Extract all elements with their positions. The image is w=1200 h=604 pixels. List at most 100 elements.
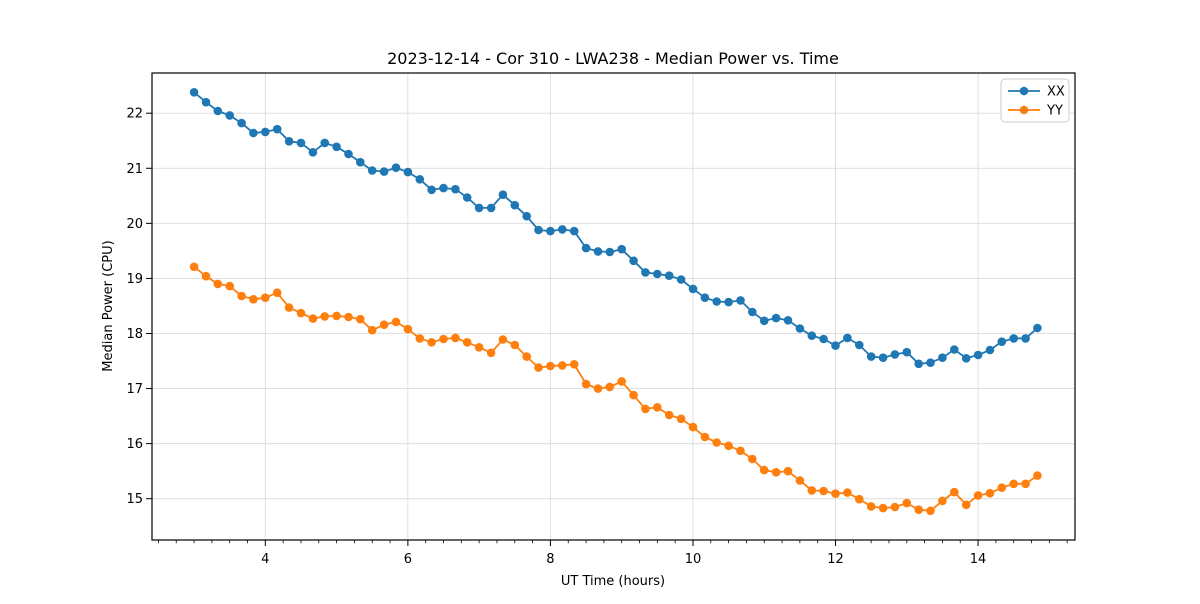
data-point-xx [391,163,401,172]
data-point-yy [748,454,757,464]
data-point-xx [795,324,805,333]
data-point-yy [522,352,531,361]
data-point-xx [213,106,223,116]
data-point-xx [831,341,840,350]
data-point-xx [356,157,365,167]
data-point-xx [498,190,508,199]
data-point-yy [546,361,555,371]
legend-marker-yy [1019,105,1029,115]
data-point-xx [997,337,1007,347]
data-point-yy [641,404,650,414]
data-point-yy [427,338,436,347]
data-point-yy [890,502,900,512]
data-point-yy [724,441,733,451]
data-point-xx [462,193,472,202]
data-point-xx [558,225,567,234]
data-point-yy [878,503,888,513]
data-point-xx [486,203,496,213]
data-point-xx [664,271,674,281]
x-tick-label: 10 [685,552,702,567]
data-point-xx [890,350,900,359]
data-point-xx [712,297,721,306]
data-point-xx [855,340,864,350]
data-point-xx [272,124,282,134]
data-point-xx [534,225,543,235]
data-point-xx [1009,334,1018,343]
data-point-xx [866,352,876,361]
y-tick-label: 22 [126,107,143,122]
plot-border [151,72,1076,541]
data-point-yy [272,288,282,298]
data-point-yy [189,262,199,272]
data-point-xx [914,359,923,369]
data-point-yy [379,320,389,330]
data-point-xx [605,247,615,257]
data-point-yy [367,325,377,335]
y-tick-label: 17 [126,382,143,397]
x-tick-label: 4 [261,552,269,567]
data-point-xx [771,313,781,323]
data-point-xx [296,138,306,148]
data-point-yy [795,476,805,485]
data-point-yy [759,465,769,475]
data-point-xx [641,268,650,277]
data-point-xx [308,148,318,157]
data-point-xx [843,333,852,343]
data-point-yy [439,334,448,344]
data-point-yy [344,312,353,322]
data-point-xx [249,128,258,138]
data-point-yy [653,403,662,412]
data-point-xx [320,138,330,148]
data-point-xx [593,247,603,256]
data-point-xx [724,297,733,307]
data-point-xx [748,307,757,317]
data-point-xx [474,203,484,213]
y-tick-label: 16 [126,437,143,452]
data-point-xx [415,175,425,184]
data-point-yy [688,422,698,432]
data-point-yy [617,377,626,386]
data-point-yy [415,334,425,343]
data-series [189,88,1042,516]
y-tick-label: 15 [126,492,143,507]
data-point-yy [902,498,912,508]
data-point-yy [866,502,876,511]
data-point-yy [771,468,781,477]
data-point-xx [807,331,817,341]
data-point-yy [284,303,294,312]
data-point-xx [985,345,995,355]
data-point-yy [510,340,520,350]
data-point-yy [700,432,710,442]
grid-lines [152,73,1075,540]
axes-ticks [146,112,1068,546]
tick-labels: 4 6 8 10 12 14 15 16 17 18 19 20 21 22 [126,107,986,567]
data-point-xx [878,353,888,363]
data-point-yy [308,314,318,323]
data-point-xx [569,226,579,236]
y-tick-label: 18 [126,327,143,342]
data-point-yy [819,486,828,496]
data-point-yy [569,360,579,369]
data-point-yy [593,384,603,393]
data-point-xx [676,275,686,284]
data-point-xx [700,293,710,303]
y-tick-label: 19 [126,272,143,287]
data-point-xx [237,118,246,128]
data-point-yy [736,446,745,456]
data-point-yy [676,414,686,424]
data-point-yy [938,496,947,506]
data-point-yy [296,308,306,318]
y-tick-label: 21 [126,162,143,177]
data-point-yy [783,466,793,476]
data-point-yy [249,295,258,304]
data-point-yy [581,379,591,389]
data-point-xx [403,167,413,177]
data-point-yy [225,281,234,291]
data-point-xx [902,347,912,357]
data-point-yy [462,338,472,347]
legend-frame [1000,78,1070,123]
legend-label-yy: YY [1046,104,1063,119]
data-point-yy [534,363,543,372]
data-point-xx [950,345,959,354]
